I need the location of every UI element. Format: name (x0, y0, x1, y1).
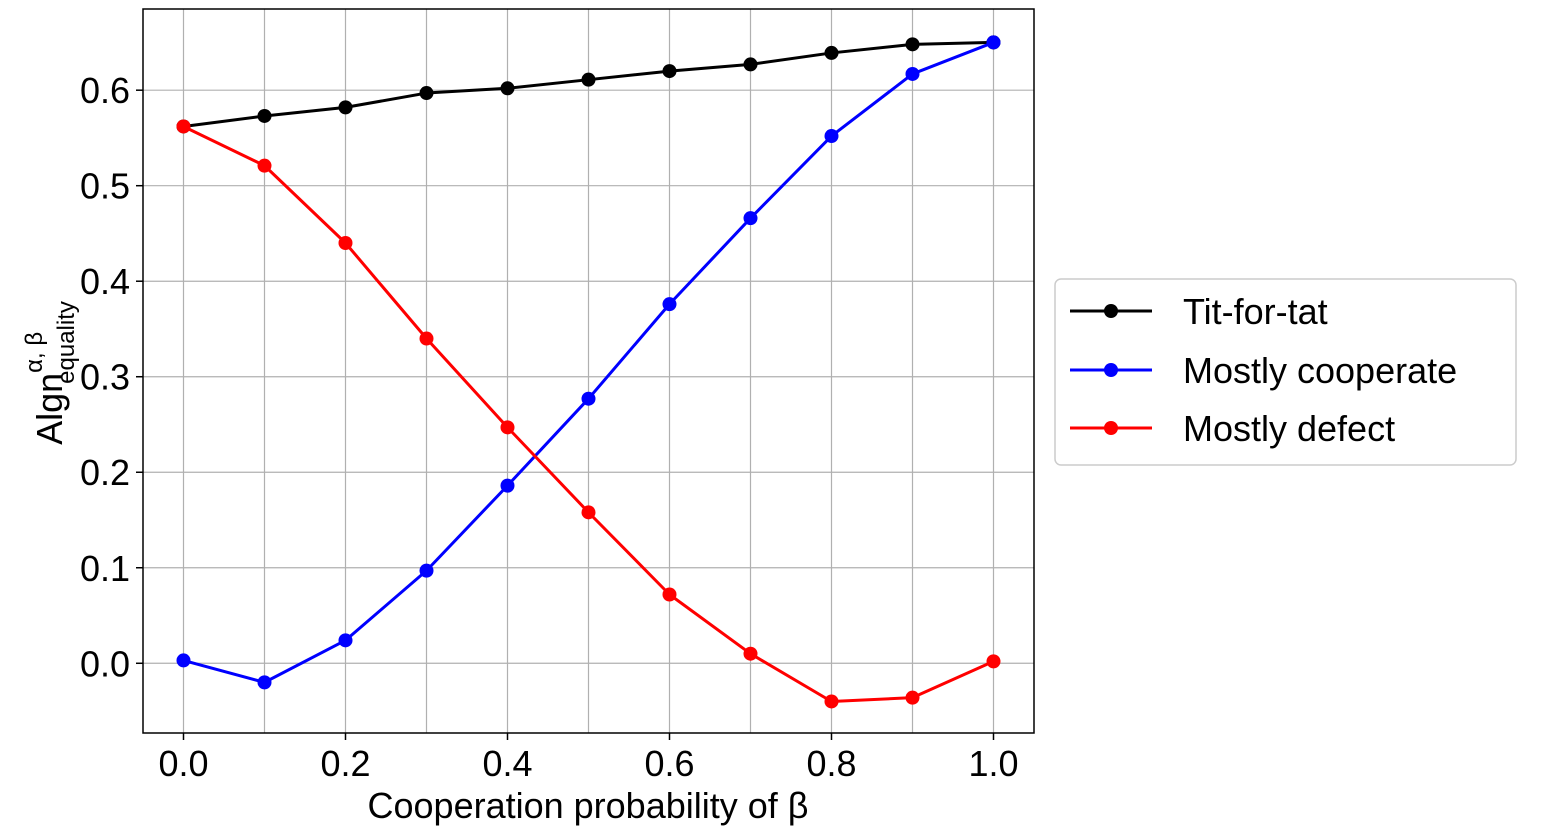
data-point (257, 675, 272, 690)
legend-label: Mostly cooperate (1183, 350, 1457, 391)
x-tick-label: 0.0 (158, 743, 208, 784)
y-tick-label: 0.0 (80, 643, 130, 684)
y-axis-label: Algnα, β equality (21, 301, 80, 445)
legend-marker (1104, 421, 1118, 435)
data-point (905, 66, 920, 81)
series-tit-for-tat (176, 35, 1001, 134)
data-point (662, 64, 677, 79)
data-point (581, 505, 596, 520)
data-point (743, 646, 758, 661)
data-point (905, 37, 920, 52)
legend: Tit-for-tat Mostly cooperate Mostly defect (1054, 278, 1517, 466)
legend-marker (1104, 304, 1118, 318)
y-tick-label: 0.5 (80, 166, 130, 207)
series-mostly-cooperate (176, 35, 1001, 690)
data-point (338, 236, 353, 251)
data-point (743, 57, 758, 72)
x-tick-label: 0.8 (806, 743, 856, 784)
data-point (824, 45, 839, 60)
legend-item: Tit-for-tat (1070, 291, 1328, 332)
data-point (581, 391, 596, 406)
data-point (176, 653, 191, 668)
data-point (419, 86, 434, 101)
data-point (662, 587, 677, 602)
legend-box (1054, 278, 1517, 466)
data-point (581, 72, 596, 87)
data-point (824, 694, 839, 709)
data-point (743, 211, 758, 226)
y-axis-label-superscript: α, β (21, 332, 48, 373)
data-point (500, 420, 515, 435)
data-point (986, 35, 1001, 50)
data-point (500, 478, 515, 493)
data-point (986, 654, 1001, 669)
x-tick-label: 0.6 (644, 743, 694, 784)
legend-label: Mostly defect (1183, 408, 1395, 449)
y-tick-label: 0.6 (80, 70, 130, 111)
x-ticks: 0.0 0.2 0.4 0.6 0.8 1.0 (158, 733, 1019, 784)
series-group (176, 35, 1001, 709)
y-tick-label: 0.3 (80, 357, 130, 398)
legend-marker (1104, 363, 1118, 377)
y-tick-label: 0.1 (80, 548, 130, 589)
data-point (338, 100, 353, 115)
grid (143, 9, 1034, 733)
data-point (419, 563, 434, 578)
x-axis-label: Cooperation probability of β (368, 785, 809, 826)
x-tick-label: 0.4 (482, 743, 532, 784)
data-point (257, 158, 272, 173)
data-point (419, 331, 434, 346)
x-tick-label: 0.2 (320, 743, 370, 784)
data-point (176, 119, 191, 134)
y-tick-label: 0.4 (80, 261, 130, 302)
data-point (905, 690, 920, 705)
y-axis-label-subscript: equality (53, 301, 80, 384)
series-mostly-defect (176, 119, 1001, 709)
legend-label: Tit-for-tat (1183, 291, 1328, 332)
data-point (824, 129, 839, 144)
y-ticks: 0.0 0.1 0.2 0.3 0.4 0.5 0.6 (80, 70, 143, 684)
y-axis-label-base: Algn (29, 373, 70, 445)
data-point (257, 108, 272, 123)
data-point (662, 297, 677, 312)
legend-item: Mostly defect (1070, 408, 1395, 449)
data-point (338, 633, 353, 648)
y-tick-label: 0.2 (80, 452, 130, 493)
plot-frame (142, 8, 1035, 734)
x-tick-label: 1.0 (968, 743, 1018, 784)
data-point (500, 81, 515, 96)
legend-item: Mostly cooperate (1070, 350, 1457, 391)
